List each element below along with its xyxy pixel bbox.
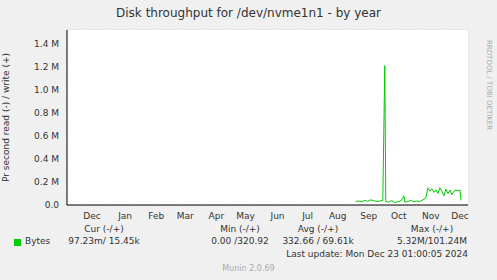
svg-text:May: May — [236, 211, 255, 221]
svg-text:Nov: Nov — [422, 211, 440, 221]
svg-text:Aug: Aug — [329, 211, 347, 221]
svg-text:1.2 M: 1.2 M — [34, 62, 59, 72]
svg-text:Sep: Sep — [360, 211, 377, 221]
svg-text:Pr second read (-) / write (+): Pr second read (-) / write (+) — [8, 53, 11, 182]
svg-text:Feb: Feb — [148, 211, 164, 221]
svg-text:Oct: Oct — [391, 211, 407, 221]
html-text:Min (-/+): Min (-/+) — [220, 224, 260, 234]
html-text:0.00 /320.92: 0.00 /320.92 — [211, 236, 269, 246]
svg-text:Dec: Dec — [451, 211, 468, 221]
html-text:Cur (-/+): Cur (-/+) — [84, 224, 124, 234]
html-text:RRDTOOL / TOBI OETIKER: RRDTOOL / TOBI OETIKER — [485, 40, 493, 131]
html-text:Bytes: Bytes — [25, 236, 51, 246]
html-text:Munin 2.0.69: Munin 2.0.69 — [222, 264, 275, 273]
svg-text:0.6 M: 0.6 M — [34, 131, 59, 141]
svg-text:0.8 M: 0.8 M — [34, 108, 59, 118]
svg-text:1.4 M: 1.4 M — [34, 39, 59, 49]
svg-text:Dec: Dec — [83, 211, 100, 221]
html-text:5.32M/101.24M: 5.32M/101.24M — [397, 236, 467, 246]
svg-text:Mar: Mar — [177, 211, 194, 221]
svg-text:0.0: 0.0 — [45, 200, 60, 210]
svg-text:Jul: Jul — [301, 211, 313, 221]
svg-text:0.2 M: 0.2 M — [34, 177, 59, 187]
svg-text:0.4 M: 0.4 M — [34, 154, 59, 164]
svg-text:Jan: Jan — [117, 211, 132, 221]
svg-text:Jun: Jun — [269, 211, 284, 221]
svg-text:Apr: Apr — [209, 211, 225, 221]
html-text:Last update: Mon Dec 23 01:00:: Last update: Mon Dec 23 01:00:05 2024 — [286, 249, 468, 259]
svg-text:1.0 M: 1.0 M — [34, 85, 59, 95]
html-text:332.66 / 69.61k: 332.66 / 69.61k — [282, 236, 354, 246]
html-text:Disk throughput for /dev/nvme1: Disk throughput for /dev/nvme1n1 - by ye… — [116, 6, 381, 20]
html-text:Max (-/+): Max (-/+) — [410, 224, 454, 234]
html-text:Avg (-/+): Avg (-/+) — [297, 224, 339, 234]
html-text:97.23m/ 15.45k: 97.23m/ 15.45k — [68, 236, 140, 246]
